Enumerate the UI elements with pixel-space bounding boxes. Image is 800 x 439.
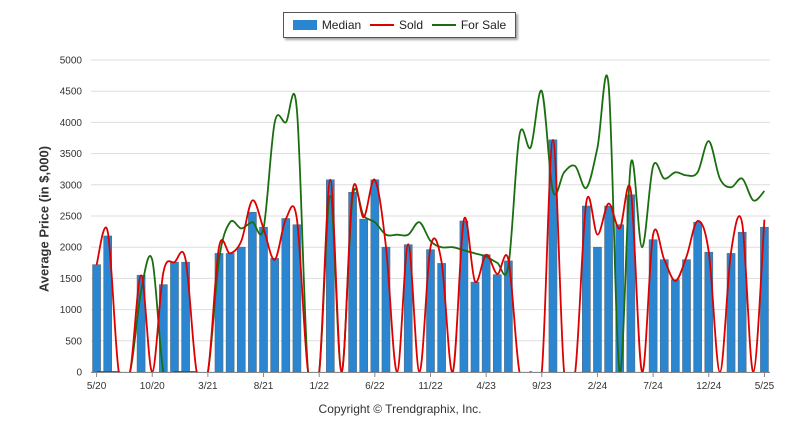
x-tick-label: 7/24: [643, 381, 663, 392]
legend-label-forsale: For Sale: [460, 18, 507, 32]
copyright-text: Copyright © Trendgraphix, Inc.: [318, 402, 482, 416]
median-bar: [248, 211, 257, 373]
y-tick-label: 2500: [60, 212, 83, 223]
median-bar: [225, 253, 235, 373]
y-tick-label: 2000: [60, 243, 83, 254]
legend-swatch-median: [292, 20, 317, 30]
x-tick-label: 9/23: [532, 381, 552, 392]
x-tick-label: 8/21: [254, 381, 274, 392]
y-axis-title: Average Price (in $,000): [36, 145, 52, 293]
y-tick-label: 1000: [60, 305, 83, 316]
legend-swatch-sold: [369, 24, 394, 26]
median-bar: [659, 259, 669, 373]
legend-item-forsale[interactable]: For Sale: [431, 18, 507, 32]
x-tick-label: 3/21: [198, 381, 218, 392]
median-bar: [236, 246, 246, 373]
x-tick-label: 6/22: [365, 381, 385, 392]
x-tick-label: 5/20: [87, 381, 107, 392]
x-tick-label: 5/25: [755, 381, 775, 392]
median-bar: [671, 279, 680, 373]
median-bar: [92, 264, 101, 373]
x-tick-label: 10/20: [140, 381, 165, 392]
median-bar: [359, 218, 369, 373]
median-bar: [170, 261, 179, 373]
y-tick-label: 1500: [60, 274, 83, 285]
legend-item-sold[interactable]: Sold: [369, 18, 424, 32]
legend-item-median[interactable]: Median: [292, 18, 362, 32]
median-bar: [492, 274, 502, 373]
y-tick-label: 3500: [60, 149, 83, 160]
legend-swatch-forsale: [431, 24, 456, 26]
y-tick-label: 3000: [60, 180, 83, 191]
y-tick-label: 5000: [60, 56, 83, 67]
median-bar: [604, 205, 613, 373]
y-tick-label: 500: [65, 336, 82, 347]
median-bar: [370, 179, 380, 373]
median-bar: [281, 218, 291, 373]
x-tick-label: 2/24: [588, 381, 608, 392]
median-bar: [704, 251, 714, 373]
x-tick-label: 11/22: [418, 381, 443, 392]
x-tick-label: 1/22: [309, 381, 329, 392]
median-bar: [481, 254, 491, 373]
median-bar: [470, 281, 480, 373]
x-tick-label: 4/23: [476, 381, 496, 392]
median-bar: [593, 246, 602, 373]
median-bar: [693, 221, 702, 373]
legend-label-median: Median: [321, 18, 362, 32]
y-tick-label: 4000: [60, 118, 83, 129]
median-bar: [381, 246, 391, 373]
sold-line: [95, 138, 766, 372]
median-bar: [682, 259, 691, 373]
median-bar: [259, 226, 268, 373]
legend-label-sold: Sold: [398, 18, 424, 32]
y-tick-label: 4500: [60, 87, 83, 98]
y-tick-label: 0: [76, 368, 82, 379]
median-bar: [760, 226, 769, 373]
median-bar: [270, 258, 279, 373]
chart-legend: Median Sold For Sale: [283, 12, 516, 38]
x-tick-label: 12/24: [696, 381, 721, 392]
